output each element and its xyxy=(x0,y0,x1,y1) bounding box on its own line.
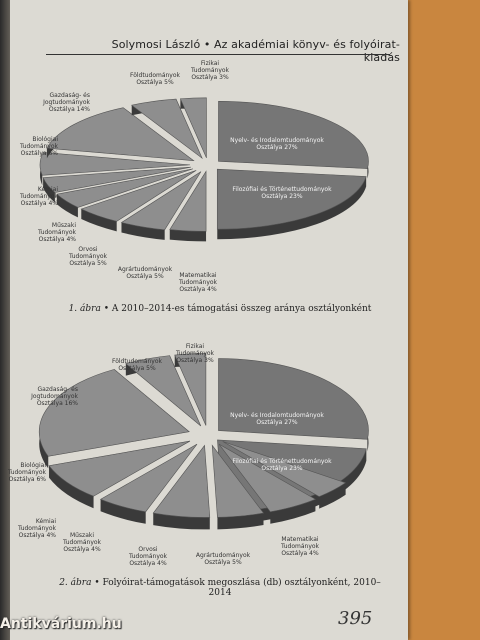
figure1-label-biol: Biológiai Tudományok Osztálya 6% xyxy=(19,136,58,157)
slice-gazd xyxy=(46,107,195,162)
figure2-caption-text: • Folyóirat-támogatások megoszlása (db) … xyxy=(91,578,381,598)
figure2-label-fold: Földtudományok Osztálya 5% xyxy=(111,358,163,372)
figure1-label-agrar: Agrártudományok Osztálya 5% xyxy=(117,266,173,280)
watermark-text: Antikvárium.hu xyxy=(0,616,122,632)
slice-nyelv xyxy=(218,358,369,440)
slice-kemiai xyxy=(99,443,198,513)
figure2-label-agrar: Agrártudományok Osztálya 5% xyxy=(195,552,251,566)
figure1-pie-chart xyxy=(39,97,369,242)
figure1-label-orvosi: Orvosi Tudományok Osztálya 5% xyxy=(68,246,108,267)
slice-fold xyxy=(125,355,202,427)
book-page: Solymosi László • Az akadémiai könyv- és… xyxy=(8,0,408,640)
figure2-label-kemiai: Kémiai Tudományok Osztálya 4% xyxy=(17,518,56,539)
slice-filo xyxy=(216,168,367,230)
slice-nyelv xyxy=(218,100,369,169)
figure1-label-fold: Földtudományok Osztálya 5% xyxy=(129,72,181,86)
slice-fizikai xyxy=(179,97,207,158)
figure1-caption: 1. ábra • A 2010–2014-es támogatási össz… xyxy=(50,304,390,314)
figure1-label-filo: Filozófiai és Történettudományok Osztály… xyxy=(232,186,332,200)
figure2-pie-chart xyxy=(38,353,369,530)
slice-biol xyxy=(48,440,191,497)
figure2-caption-prefix: 2. ábra xyxy=(59,578,92,588)
figure2-label-nyelv: Nyelv- és Irodalomtudományok Osztálya 27… xyxy=(230,412,324,426)
slice-agrar xyxy=(120,171,202,231)
figure1-label-gazd: Gazdaság- és Jogtudományok Osztálya 14% xyxy=(43,92,90,113)
figure2-label-gazd: Gazdaság- és Jogtudományok Osztálya 16% xyxy=(31,386,78,407)
slice-fold xyxy=(131,98,203,160)
slice-biol xyxy=(39,152,191,176)
slice-muszaki xyxy=(152,444,211,518)
slice-fizikai xyxy=(174,353,207,426)
figure1-slices xyxy=(39,97,369,242)
slice-orvosi xyxy=(211,444,265,518)
slice-muszaki xyxy=(56,168,193,208)
figure2-label-muszaki: Műszaki Tudományok Osztálya 4% xyxy=(62,532,102,553)
page-number: 395 xyxy=(338,608,373,629)
slice-orvosi xyxy=(80,170,197,222)
figure1-label-kemiai: Kémiai Tudományok Osztálya 4% xyxy=(19,186,58,207)
slice-agrar xyxy=(218,443,317,513)
figure2-label-orvosi: Orvosi Tudományok Osztálya 4% xyxy=(128,546,168,567)
figure1-caption-prefix: 1. ábra xyxy=(68,304,101,314)
slice-kemiai xyxy=(42,166,191,193)
figure1-label-matek: Matematikai Tudományok Osztálya 4% xyxy=(178,272,218,293)
figure2-label-matek: Matematikai Tudományok Osztálya 4% xyxy=(280,536,320,557)
header-rule xyxy=(46,54,390,55)
figure1-caption-text: • A 2010–2014-es támogatási összeg arány… xyxy=(100,304,372,314)
figure1-label-muszaki: Műszaki Tudományok Osztálya 4% xyxy=(37,222,76,243)
figure2-label-biol: Biológiai Tudományok Osztálya 6% xyxy=(7,462,46,483)
figure2-label-filo: Filozófiai és Történettudományok Osztály… xyxy=(232,458,332,472)
figure2-slices xyxy=(38,353,369,530)
slice-matek xyxy=(222,441,347,497)
figure2-caption: 2. ábra • Folyóirat-támogatások megoszlá… xyxy=(50,578,390,598)
slice-gazd xyxy=(38,369,190,457)
figure1-label-fizikai: Fizikai Tudományok Osztálya 3% xyxy=(190,60,230,81)
figure2-label-fizikai: Fizikai Tudományok Osztálya 3% xyxy=(175,343,215,364)
slice-matek xyxy=(169,170,207,232)
figure1-label-nyelv: Nyelv- és Irodalomtudományok Osztálya 27… xyxy=(230,137,324,151)
